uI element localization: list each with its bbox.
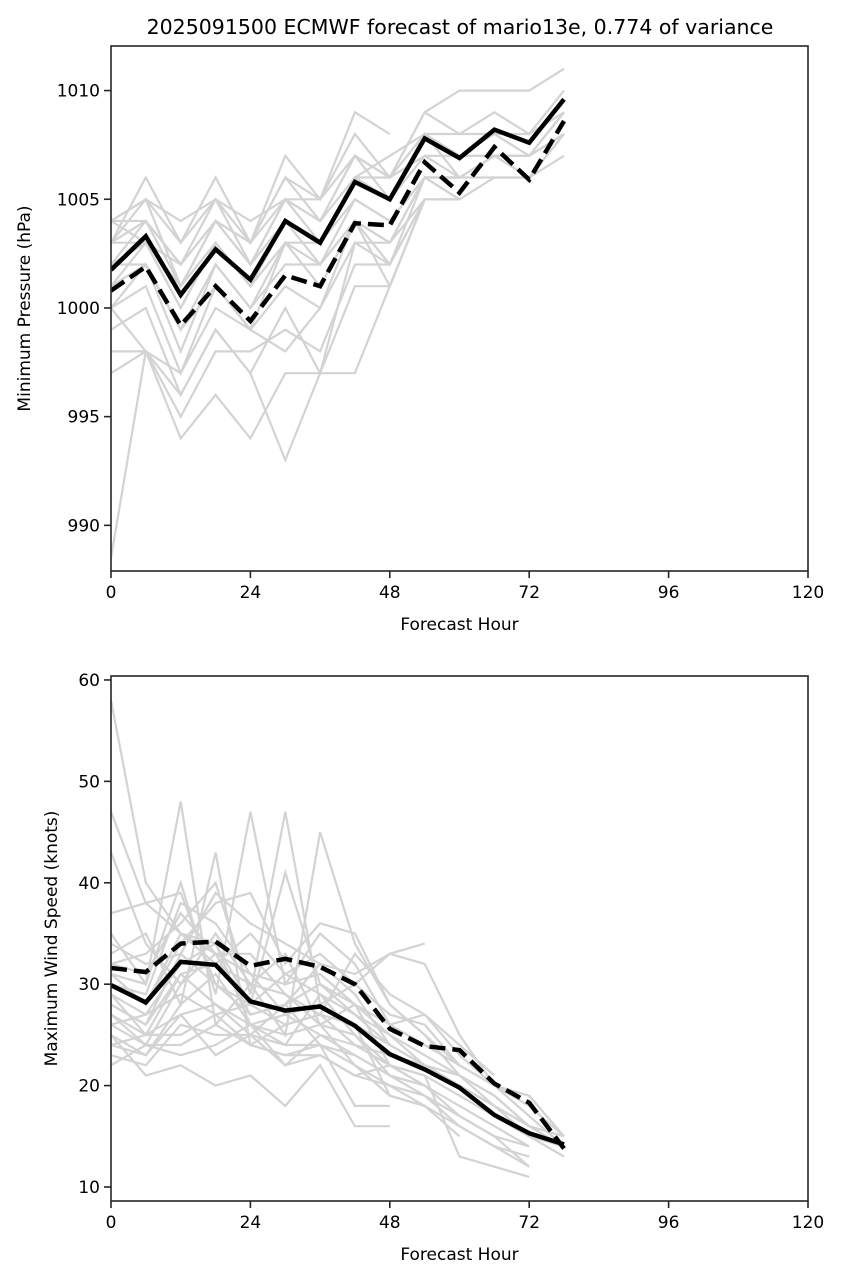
pressure-member-line-1: [111, 67, 565, 246]
pressure-y-ticks: 990 995 1000 1005 1010: [57, 82, 111, 536]
wind-y-tick-label: 10: [78, 1178, 100, 1198]
wind-y-axis-label: Maximum Wind Speed (knots): [42, 811, 62, 1067]
pressure-x-tick-label: 96: [658, 583, 680, 603]
wind-x-tick-label: 120: [792, 1213, 824, 1233]
wind-member-line-26: [111, 1002, 530, 1168]
wind-x-ticks: 0 24 48 72 96 120: [106, 1201, 824, 1233]
pressure-x-tick-label: 0: [106, 583, 117, 603]
pressure-x-tick-label: 120: [792, 583, 824, 603]
pressure-panel: 0 24 48 72 96 120 990 995 1000 1005 1010 Forecast…: [15, 45, 824, 635]
pressure-member-line-16: [111, 198, 426, 559]
pressure-member-line-14: [111, 176, 460, 420]
pressure-x-tick-label: 72: [518, 583, 540, 603]
wind-ensemble-mean-dashed: [111, 939, 566, 1150]
wind-y-tick-label: 20: [78, 1077, 100, 1097]
wind-x-tick-label: 24: [240, 1213, 262, 1233]
pressure-mean-lines: [111, 97, 566, 330]
wind-y-tick-label: 40: [78, 874, 100, 894]
pressure-member-line-15: [111, 198, 426, 441]
wind-y-tick-label: 60: [78, 671, 100, 691]
pressure-x-tick-label: 24: [240, 583, 262, 603]
wind-axes-frame: [110, 675, 809, 1202]
wind-member-line-18: [111, 911, 426, 1107]
wind-member-line-21: [111, 1034, 390, 1128]
wind-x-tick-label: 0: [106, 1213, 117, 1233]
pressure-member-line-0: [111, 110, 391, 223]
pressure-y-tick-label: 1000: [57, 299, 100, 319]
wind-mean-lines: [111, 939, 566, 1150]
pressure-y-tick-label: 995: [68, 408, 100, 428]
wind-member-line-17: [111, 901, 496, 1077]
pressure-y-tick-label: 1010: [57, 82, 100, 102]
pressure-x-axis-label: Forecast Hour: [400, 615, 518, 635]
wind-member-line-23: [111, 1023, 530, 1148]
wind-y-tick-label: 50: [78, 772, 100, 792]
wind-member-line-9: [111, 931, 565, 1148]
wind-member-line-19: [111, 942, 461, 1138]
wind-ensemble-mean-solid: [111, 959, 565, 1147]
pressure-x-ticks: 0 24 48 72 96 120: [106, 571, 824, 603]
figure-title: 2025091500 ECMWF forecast of mario13e, 0…: [147, 15, 774, 39]
wind-x-tick-label: 96: [658, 1213, 680, 1233]
wind-y-tick-label: 30: [78, 975, 100, 995]
wind-x-tick-label: 72: [518, 1213, 540, 1233]
wind-x-tick-label: 48: [379, 1213, 401, 1233]
pressure-ensemble-mean-dashed: [111, 119, 566, 330]
wind-member-line-22: [111, 972, 530, 1178]
wind-member-line-10: [111, 952, 565, 1158]
pressure-y-axis-label: Minimum Pressure (hPa): [15, 205, 35, 411]
wind-y-ticks: 10 20 30 40 50 60: [78, 671, 111, 1198]
pressure-y-tick-label: 1005: [57, 190, 100, 210]
pressure-member-line-3: [111, 111, 565, 267]
pressure-y-tick-label: 990: [68, 516, 100, 536]
pressure-member-line-18: [111, 133, 565, 332]
pressure-ensemble-mean-solid: [111, 97, 566, 299]
wind-x-axis-label: Forecast Hour: [400, 1245, 518, 1265]
wind-member-line-20: [111, 1013, 390, 1108]
wind-member-line-13: [111, 972, 530, 1148]
wind-member-line-12: [111, 993, 565, 1148]
pressure-x-tick-label: 48: [379, 583, 401, 603]
